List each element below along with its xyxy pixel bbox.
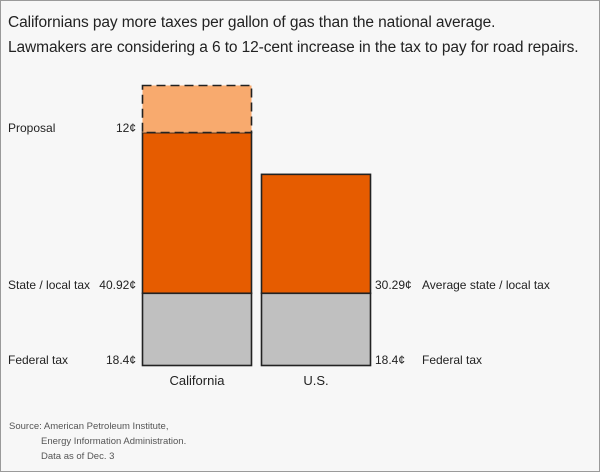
bar-california-state-local xyxy=(141,131,253,295)
category-label-california: California xyxy=(169,373,225,388)
source-line-3: Data as of Dec. 3 xyxy=(41,451,115,462)
us-state-local-label: Average state / local tax xyxy=(422,278,550,292)
source-line-2: Energy Information Administration. xyxy=(41,436,187,447)
bar-us-state-local xyxy=(260,173,372,295)
bar-california-federal xyxy=(141,292,253,367)
ca-federal-label: Federal tax xyxy=(8,353,69,367)
ca-federal-value-label: 18.4¢ xyxy=(105,353,136,367)
ca-state-local-value-label: 40.92¢ xyxy=(99,278,136,292)
proposal-label: Proposal xyxy=(8,121,56,135)
title-line-2: Lawmakers are considering a 6 to 12-cent… xyxy=(8,39,579,56)
ca-state-local-label: State / local tax xyxy=(8,278,91,292)
bar-us-federal xyxy=(260,292,372,367)
us-state-local-value-label: 30.29¢ xyxy=(375,278,412,292)
proposal-value-label: 12¢ xyxy=(115,121,136,135)
us-federal-value-label: 18.4¢ xyxy=(375,353,406,367)
title-line-1: Californians pay more taxes per gallon o… xyxy=(8,14,496,31)
category-label-us: U.S. xyxy=(303,373,329,388)
bar-california-proposal xyxy=(141,84,253,134)
source-note: Source: American Petroleum Institute, En… xyxy=(9,419,186,464)
us-federal-label: Federal tax xyxy=(422,353,483,367)
source-line-1: Source: American Petroleum Institute, xyxy=(9,421,169,432)
chart-title: Californians pay more taxes per gallon o… xyxy=(8,10,579,60)
